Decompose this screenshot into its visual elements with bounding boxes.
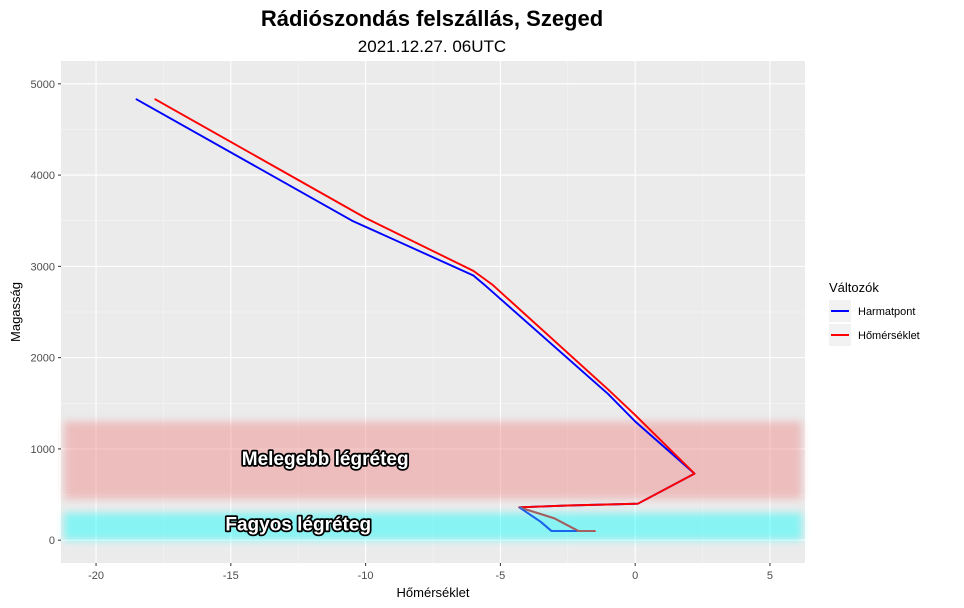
legend-title: Változók: [829, 280, 879, 295]
y-tick-label: 1000: [31, 444, 55, 456]
chart-title: Rádiószondás felszállás, Szeged: [261, 6, 603, 31]
series-line-dewpoint-lower: [518, 506, 576, 533]
x-tick-label: -5: [496, 570, 506, 582]
y-tick-label: 3000: [31, 261, 55, 273]
legend: Változók Harmatpont Hőmérséklet: [829, 280, 920, 346]
y-axis-ticks: 0 1000 2000 3000 4000 5000: [31, 79, 61, 547]
x-tick-label: 5: [767, 570, 773, 582]
legend-label-dewpoint: Harmatpont: [858, 306, 915, 318]
band-labels: Melegebb légréteg Fagyos légréteg: [224, 447, 411, 537]
band-freezing-layer: [64, 512, 802, 541]
x-tick-label: -15: [223, 570, 239, 582]
x-tick-label: -10: [358, 570, 374, 582]
legend-label-temperature: Hőmérséklet: [858, 330, 920, 342]
x-tick-label: 0: [632, 570, 638, 582]
x-axis-ticks: -20 -15 -10 -5 0 5: [88, 563, 773, 582]
highlight-bands: [64, 421, 802, 541]
series-line-overlap: [519, 506, 595, 533]
band-warm-layer: [64, 421, 802, 500]
series-lines: [135, 98, 696, 533]
y-tick-label: 0: [49, 535, 55, 547]
y-tick-label: 5000: [31, 79, 55, 91]
y-tick-label: 2000: [31, 353, 55, 365]
band-label-freezing-layer: Fagyos légréteg: [225, 515, 371, 536]
x-tick-label: -20: [88, 570, 104, 582]
y-tick-label: 4000: [31, 170, 55, 182]
chart-subtitle: 2021.12.27. 06UTC: [358, 37, 506, 56]
x-axis-title: Hőmérséklet: [397, 585, 470, 600]
y-axis-title: Magasság: [8, 282, 23, 342]
band-label-warm-layer: Melegebb légréteg: [242, 449, 409, 470]
